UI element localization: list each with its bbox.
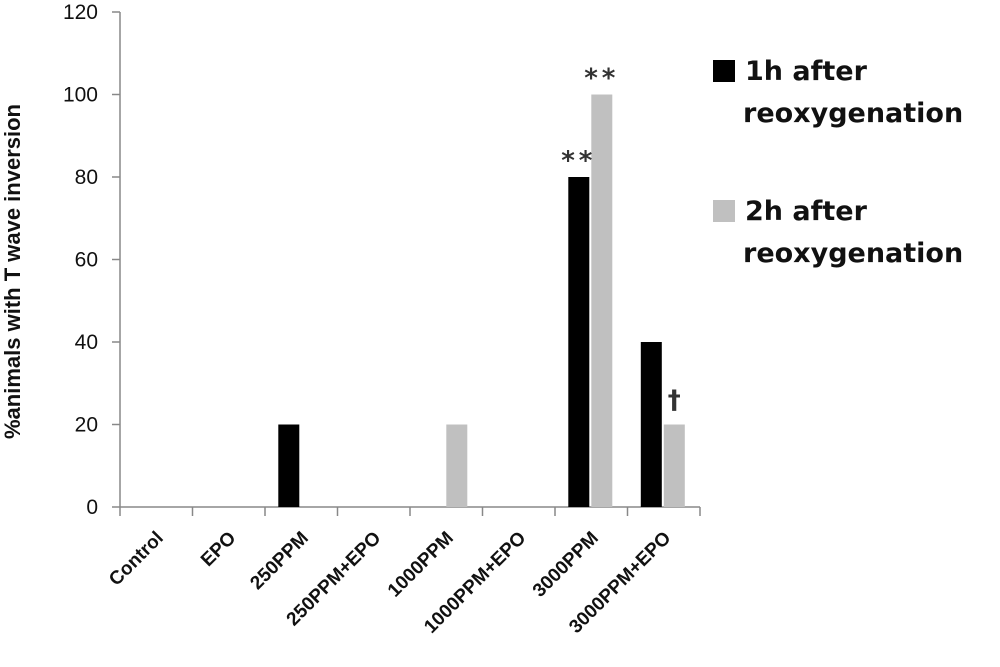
legend-label: 2h after <box>745 196 868 227</box>
significance-marker: ** <box>584 64 619 94</box>
bar-1h-3000ppm-epo <box>640 342 662 507</box>
bar-2h-1000ppm <box>446 424 468 507</box>
bar-2h-3000ppm <box>591 94 613 507</box>
legend-label: reoxygenation <box>743 238 963 269</box>
x-tick-label: 250PPM <box>246 528 312 594</box>
y-tick-label: 100 <box>63 84 98 107</box>
significance-marker: † <box>668 386 681 416</box>
bar-1h-250ppm <box>278 424 300 507</box>
x-tick-label: 3000PPM <box>529 528 603 602</box>
y-tick-label: 0 <box>86 496 98 519</box>
y-tick-label: 80 <box>75 166 98 189</box>
legend-label: 1h after <box>745 56 868 87</box>
legend-swatch-2h <box>713 200 735 222</box>
y-tick-label: 120 <box>63 1 98 24</box>
x-tick-label: EPO <box>197 528 240 571</box>
x-tick-label: Control <box>105 528 168 591</box>
bar-2h-3000ppm-epo <box>663 424 685 507</box>
y-axis-label: %animals with T wave inversion <box>0 104 25 439</box>
annotations: ** ** † <box>561 64 681 416</box>
y-tick-label: 20 <box>75 414 98 437</box>
x-tick-labels: Control EPO 250PPM250PPM+EPO1000PPM1000PPM… <box>105 528 675 638</box>
y-tick-label: 40 <box>75 331 98 354</box>
x-tick-label: 1000PPM <box>384 528 458 602</box>
legend-label: reoxygenation <box>743 98 963 129</box>
legend-swatch-1h <box>713 60 735 82</box>
legend: 1h after reoxygenation 2h after reoxygenati… <box>713 56 963 269</box>
bar-1h-3000ppm <box>568 177 590 507</box>
y-tick-labels: 0 20 40 60 80 100 120 <box>63 1 98 519</box>
significance-marker: ** <box>561 146 596 176</box>
bars <box>278 94 685 507</box>
y-tick-label: 60 <box>75 249 98 272</box>
